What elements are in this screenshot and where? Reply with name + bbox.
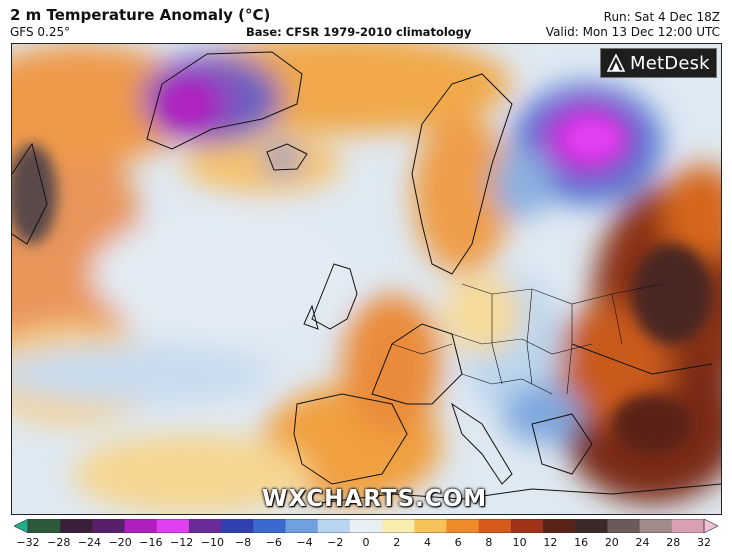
colorbar-segment [510, 519, 544, 533]
colorbar-tick-labels: −32 −28 −24 −20 −16 −12 −10 −8 −6 −4 −2 0 2 4 6 8 10 12 16… [0, 534, 732, 554]
country-borders [391, 283, 663, 395]
colorbar-segment [543, 519, 576, 533]
wxcharts-watermark: WXCHARTS.COM [262, 486, 488, 512]
climatology-base-label: Base: CFSR 1979-2010 climatology [246, 25, 472, 39]
model-label: GFS 0.25° [10, 25, 71, 39]
scandinavia-coast [411, 73, 513, 275]
anomaly-field-detail [12, 86, 712, 454]
balkans-coast [531, 413, 593, 475]
colorbar-tick-label: −10 [200, 536, 224, 549]
colorbar-tick-label: 0 [362, 536, 370, 549]
anomaly-field [12, 44, 721, 514]
coastlines [12, 51, 721, 505]
black-sea-coast [571, 343, 713, 375]
colorbar-tick-label: 16 [574, 536, 589, 549]
canada-coast [12, 142, 48, 245]
colorbar [14, 519, 718, 533]
colorbar-segment [285, 519, 319, 533]
anomaly-map-canvas [12, 44, 721, 514]
colorbar-tick-label: −24 [77, 536, 102, 549]
colorbar-segment [188, 519, 222, 533]
colorbar-tick-label: 12 [543, 536, 558, 549]
colorbar-tick-label: 6 [454, 536, 462, 549]
chart-title: 2 m Temperature Anomaly (°C) [10, 6, 271, 24]
iberia-coast [293, 393, 408, 485]
colorbar-tick-label: −12 [170, 536, 194, 549]
colorbar-tick-label: −8 [234, 536, 252, 549]
colorbar-tick-label: 10 [512, 536, 527, 549]
colorbar-segment [156, 519, 190, 533]
colorbar-tick-label: 32 [697, 536, 711, 549]
colorbar-tick-label: −4 [296, 536, 313, 549]
colorbar-min-arrow [14, 519, 29, 533]
colorbar-segment [607, 519, 641, 533]
metdesk-logo-icon [607, 54, 625, 72]
colorbar-segment [92, 519, 126, 533]
colorbar-segment [382, 519, 415, 533]
colorbar-tick-label: 8 [485, 536, 493, 549]
colorbar-tick-label: −2 [327, 536, 344, 549]
colorbar-segment [671, 519, 705, 533]
colorbar-tick-label: 4 [423, 536, 431, 549]
colorbar-segment [60, 519, 93, 533]
anomaly-map[interactable] [11, 43, 722, 515]
colorbar-tick-label: −32 [16, 536, 40, 549]
iceland-coast [266, 143, 308, 171]
colorbar-segment [253, 519, 287, 533]
colorbar-segment [317, 519, 351, 533]
colorbar-max-arrow [703, 519, 718, 533]
colorbar-tick-label: 20 [604, 536, 619, 549]
colorbar-tick-label: −16 [139, 536, 163, 549]
north-africa-coast [311, 483, 721, 505]
metdesk-logo: MetDesk [600, 48, 717, 78]
colorbar-segment [478, 519, 512, 533]
colorbar-tick-label: 2 [393, 536, 401, 549]
colorbar-segment [446, 519, 480, 533]
colorbar-tick-label: −28 [47, 536, 71, 549]
run-time-label: Run: Sat 4 Dec 18Z [603, 10, 720, 24]
colorbar-tick-label: −20 [108, 536, 132, 549]
colorbar-tick-label: −6 [265, 536, 282, 549]
colorbar-segment [28, 519, 61, 533]
colorbar-segment [639, 519, 673, 533]
ireland-coast [303, 304, 319, 330]
greenland-coast [146, 51, 303, 150]
colorbar-tick-label: 28 [666, 536, 681, 549]
colorbar-segment [575, 519, 608, 533]
valid-time-label: Valid: Mon 13 Dec 12:00 UTC [545, 25, 720, 39]
colorbar-segment [349, 519, 383, 533]
colorbar-segment [124, 519, 158, 533]
italy-coast [451, 402, 513, 485]
colorbar-tick-label: 24 [635, 536, 650, 549]
colorbar-segment [414, 519, 447, 533]
france-coast [371, 323, 463, 405]
metdesk-logo-text: MetDesk [630, 52, 710, 74]
colorbar-segment [221, 519, 254, 533]
great-britain-coast [311, 263, 358, 330]
